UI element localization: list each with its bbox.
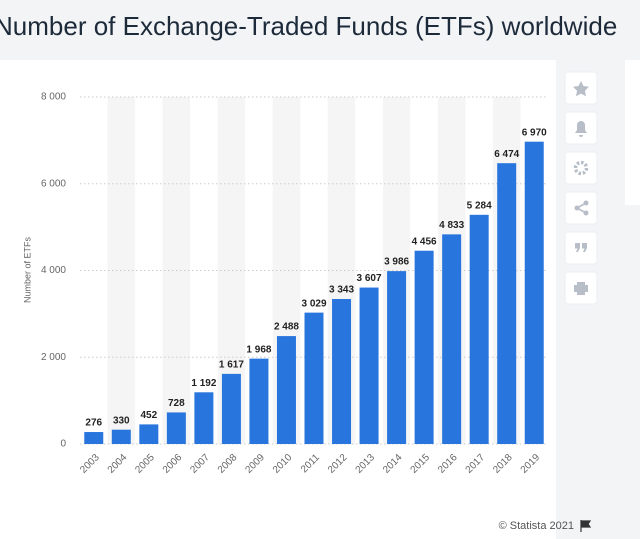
value-label: 6 970 xyxy=(522,127,547,138)
bar xyxy=(166,412,186,444)
settings-button[interactable] xyxy=(564,151,598,185)
value-label: 1 968 xyxy=(246,344,271,355)
share-button[interactable] xyxy=(564,191,598,225)
y-tick-label: 8 000 xyxy=(41,92,66,103)
value-label: 452 xyxy=(140,410,157,421)
bar xyxy=(414,250,434,444)
value-label: 3 986 xyxy=(384,257,409,268)
value-label: 1 617 xyxy=(219,360,244,371)
value-label: 5 284 xyxy=(467,200,492,211)
value-label: 330 xyxy=(113,415,130,426)
value-label: 3 343 xyxy=(329,285,354,296)
y-tick-label: 6 000 xyxy=(41,178,66,189)
bar xyxy=(221,373,241,444)
bar xyxy=(524,141,544,444)
value-label: 1 192 xyxy=(191,378,216,389)
flag-icon xyxy=(580,520,592,532)
bar xyxy=(497,163,517,444)
star-icon xyxy=(573,81,589,97)
print-icon xyxy=(574,282,588,295)
share-dot xyxy=(583,200,589,206)
value-label: 276 xyxy=(85,418,102,429)
bar xyxy=(387,271,407,444)
bar xyxy=(276,336,296,444)
share-dot xyxy=(583,210,589,216)
value-label: 4 456 xyxy=(412,236,437,247)
y-tick-label: 2 000 xyxy=(41,352,66,363)
toolbar xyxy=(564,71,598,305)
side-card xyxy=(625,60,640,205)
value-label: 6 474 xyxy=(494,149,519,160)
value-label: 2 488 xyxy=(274,322,299,333)
bar xyxy=(84,432,104,444)
credit: © Statista 2021 xyxy=(499,520,574,532)
bar xyxy=(304,312,324,444)
bar xyxy=(249,358,269,444)
bar xyxy=(469,214,489,444)
value-label: 728 xyxy=(168,398,185,409)
value-label: 3 607 xyxy=(357,273,382,284)
bar xyxy=(111,429,131,444)
bar xyxy=(359,287,379,444)
share-dot xyxy=(574,205,580,211)
y-tick-label: 4 000 xyxy=(41,265,66,276)
quote-icon xyxy=(575,243,587,252)
bar xyxy=(194,392,214,444)
value-label: 3 029 xyxy=(301,298,326,309)
value-label: 4 833 xyxy=(439,220,464,231)
gear-icon xyxy=(573,160,589,176)
y-axis-label: Number of ETFs xyxy=(22,236,32,303)
chart-title: Number of Exchange-Traded Funds (ETFs) w… xyxy=(0,11,617,41)
bar xyxy=(139,424,159,444)
bar xyxy=(332,298,352,444)
y-tick-label: 0 xyxy=(60,439,66,450)
bar xyxy=(442,234,462,444)
cite-button[interactable] xyxy=(564,231,598,265)
bell-icon xyxy=(575,121,587,137)
